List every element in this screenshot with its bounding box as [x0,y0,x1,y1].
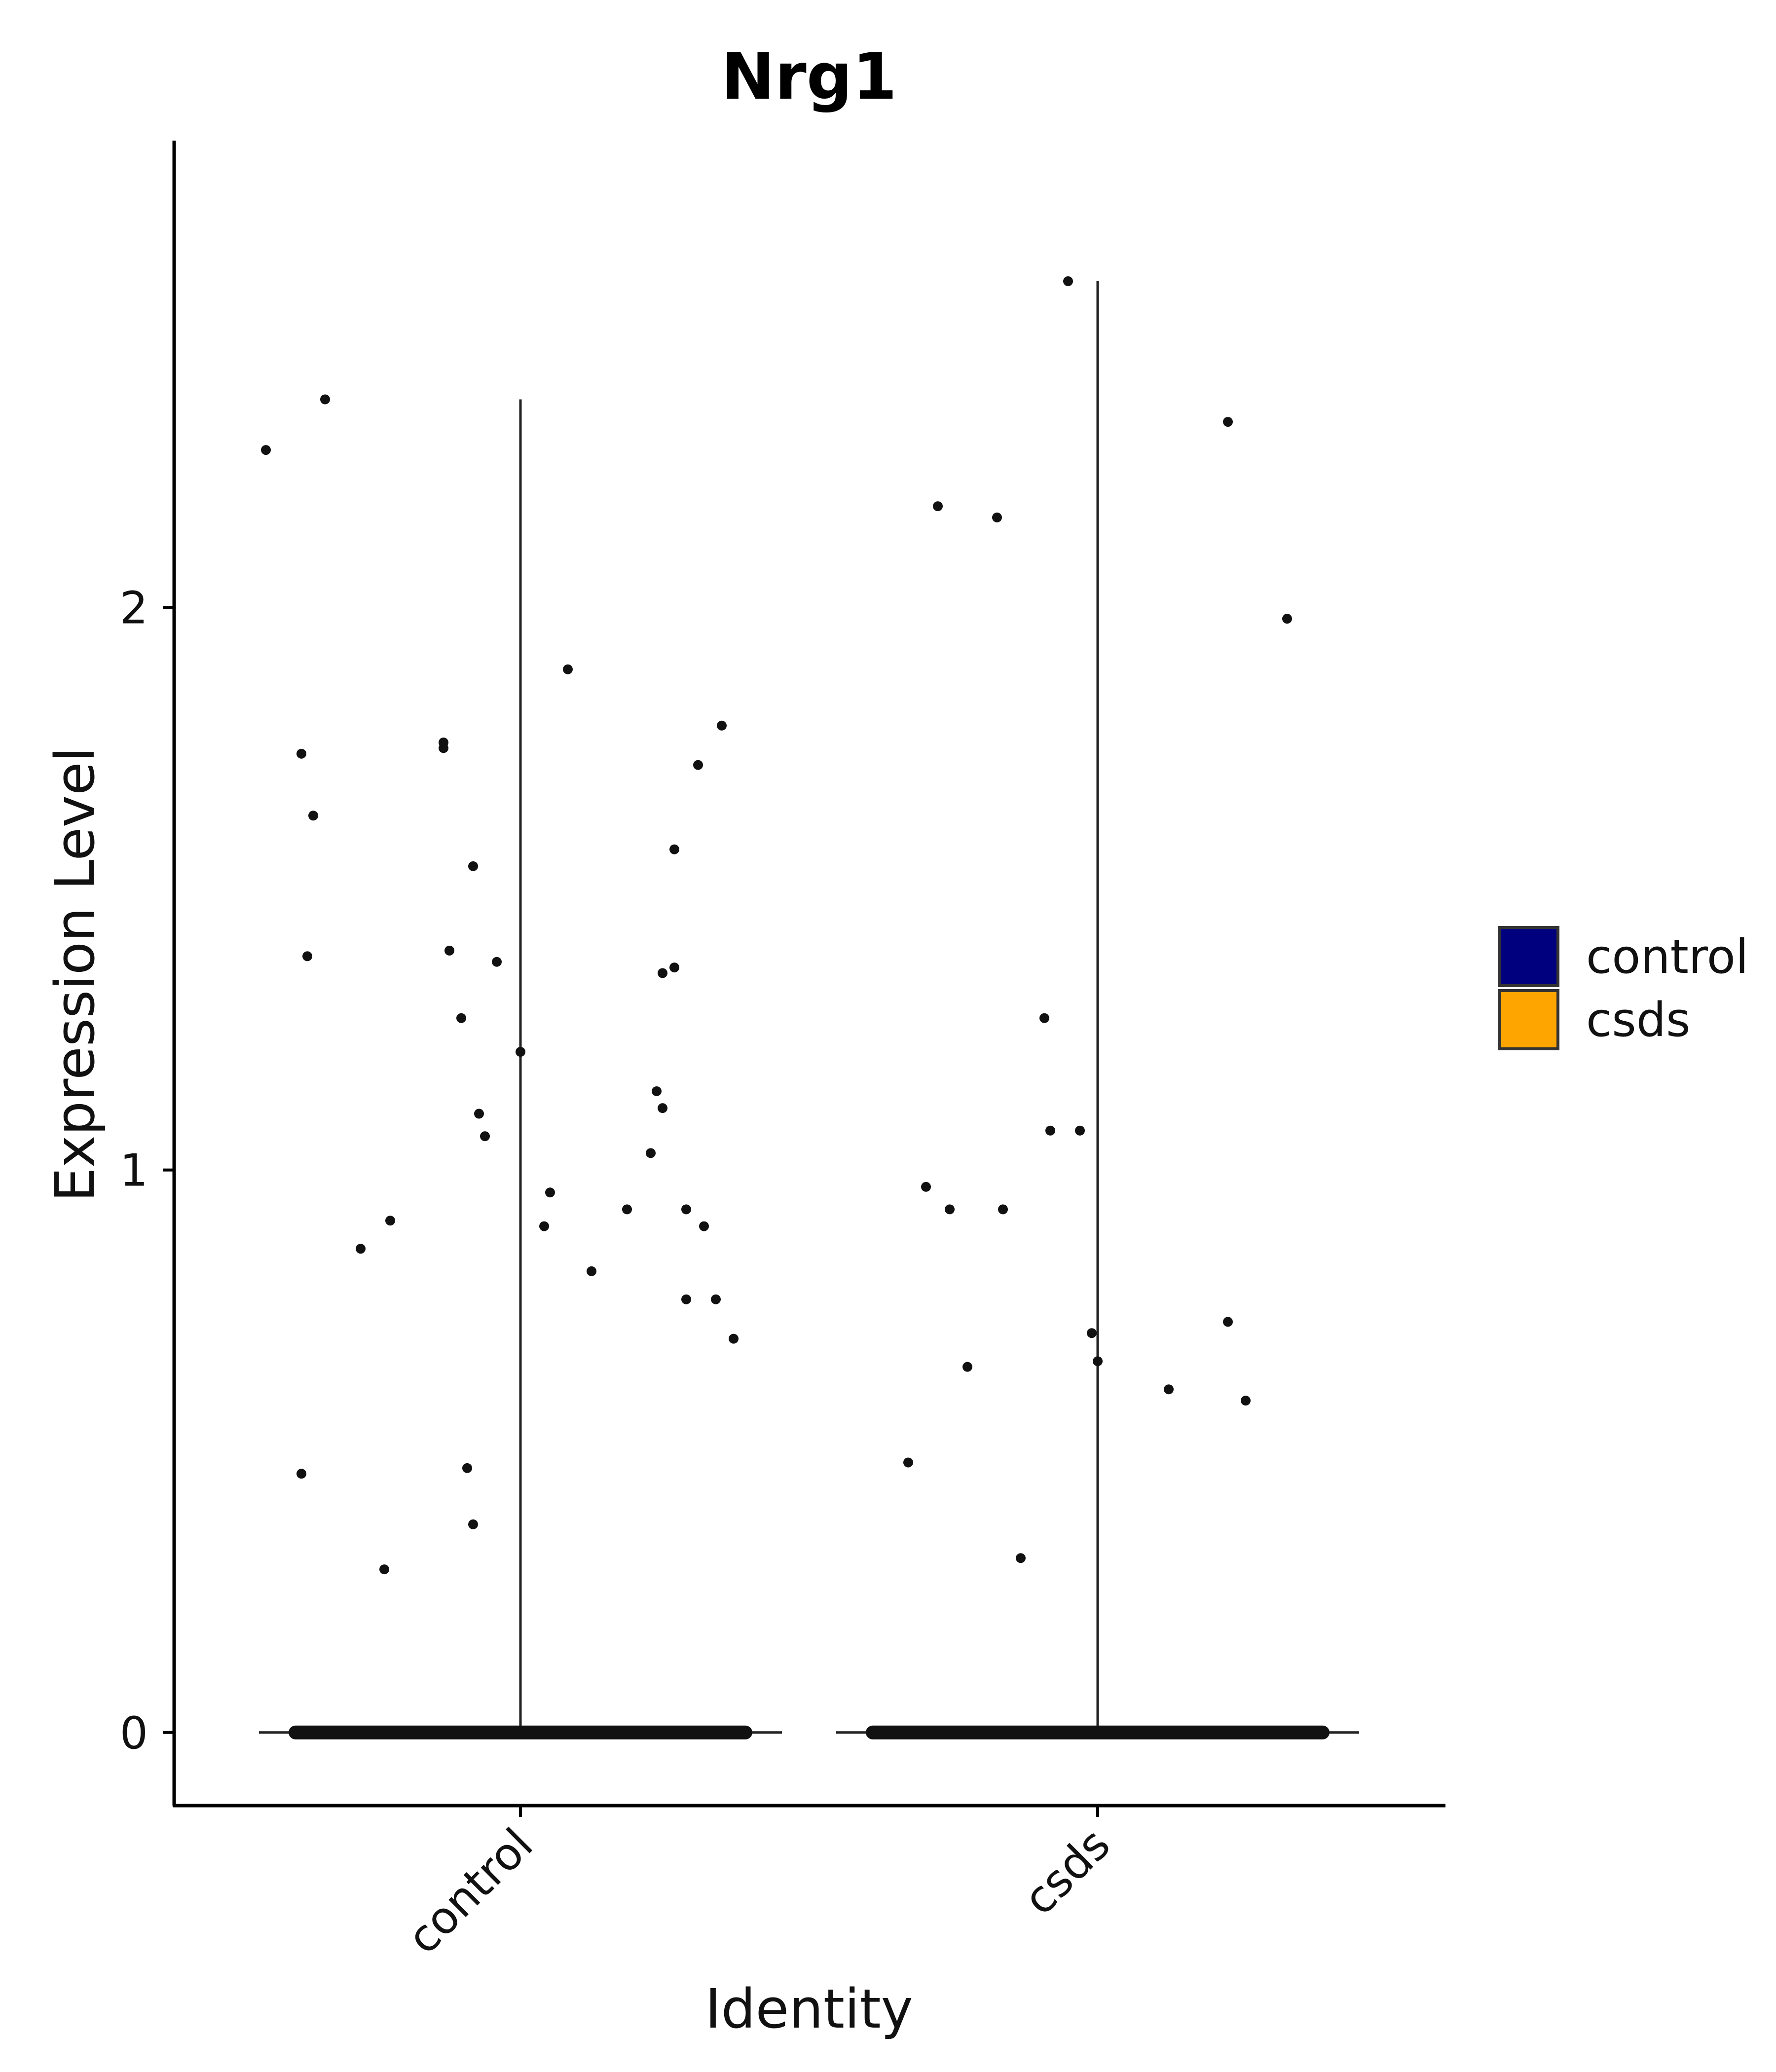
data-point [563,664,573,674]
data-point [474,1109,484,1119]
data-point [1241,1396,1251,1406]
data-point [379,1564,389,1575]
data-point [480,1131,490,1142]
data-point [1164,1384,1174,1395]
data-point [1039,1013,1049,1023]
legend: control csds [1498,926,1748,1050]
violin-group-csds [836,276,1359,1739]
legend-label-control: control [1586,930,1748,984]
data-point [462,1463,472,1473]
data-point [296,1469,306,1479]
y-axis-ticks: 0 1 2 [120,582,174,1759]
legend-swatch-csds [1498,989,1559,1050]
data-point [646,1148,656,1158]
x-tick-label-control: control [398,1818,543,1964]
data-point [468,1519,478,1529]
data-point [729,1333,739,1344]
data-point [444,945,454,956]
chart-title: Nrg1 [721,39,897,114]
data-point [539,1221,549,1231]
x-axis-label: Identity [705,1977,913,2040]
data-point [1045,1125,1055,1136]
data-point [302,951,312,962]
data-point [992,512,1002,522]
data-point [545,1187,555,1198]
data-point [261,445,271,455]
data-point [921,1182,931,1192]
data-point [652,1086,662,1096]
data-point [385,1216,395,1226]
data-point [1093,1356,1103,1367]
data-point [308,811,318,821]
data-point [711,1294,721,1304]
data-point [699,1221,709,1231]
data-point [1063,276,1073,287]
x-tick-label-csds: csds [1014,1818,1120,1925]
legend-label-csds: csds [1586,993,1691,1047]
data-point [658,968,667,978]
data-point [1223,417,1233,427]
data-point [681,1294,691,1304]
y-tick-label: 1 [120,1145,148,1197]
data-point [717,720,727,731]
data-point [516,1047,525,1057]
data-point [296,748,306,759]
data-point [439,743,448,753]
data-point [622,1204,632,1215]
data-point [468,861,478,871]
data-point [1075,1125,1085,1136]
data-point [658,1103,667,1113]
data-point [1087,1328,1097,1338]
data-point [356,1244,366,1254]
violin-group-control [259,394,782,1739]
data-point [456,1013,466,1023]
data-point [1016,1553,1026,1563]
data-point [903,1457,913,1468]
y-tick-label: 2 [120,582,148,634]
data-point [669,962,679,973]
legend-swatch-control [1498,926,1559,987]
data-point [1282,614,1292,624]
data-point [681,1204,691,1215]
plot-area [259,276,1359,1739]
data-point [492,957,502,967]
data-point [998,1204,1008,1215]
data-point [693,760,703,770]
data-point [1223,1317,1233,1327]
y-tick-label: 0 [120,1707,148,1759]
data-point [962,1362,972,1372]
y-axis-label: Expression Level [43,747,107,1202]
data-point [945,1204,955,1215]
zero-points-band-control [289,1725,752,1739]
data-point [933,501,943,512]
data-point [587,1266,596,1276]
x-axis-ticks: control csds [398,1806,1120,1964]
data-point [669,844,679,854]
data-point [320,394,330,405]
data-point [1093,1727,1103,1738]
